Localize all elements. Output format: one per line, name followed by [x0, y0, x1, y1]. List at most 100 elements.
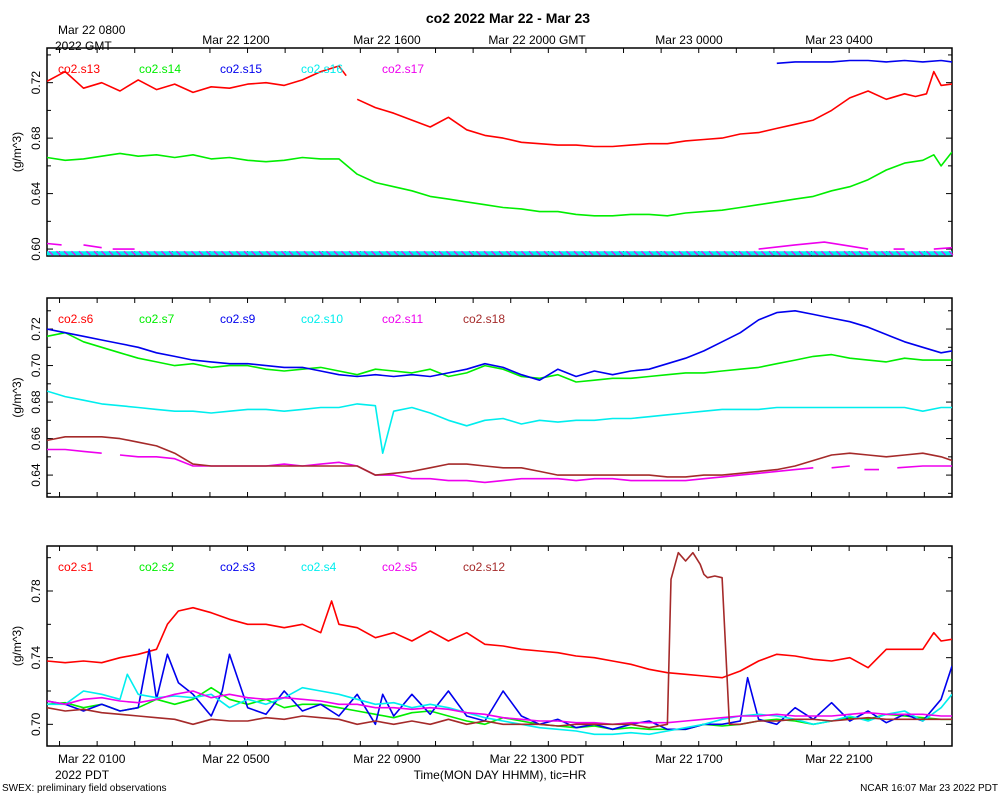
baseline-marker: [581, 250, 586, 256]
y-tick-label: 0.70: [29, 354, 43, 378]
baseline-marker: [423, 250, 429, 256]
baseline-marker: [333, 250, 339, 256]
series-line-co2-s7: [47, 331, 952, 383]
baseline-marker: [123, 250, 129, 256]
baseline-marker: [873, 250, 879, 256]
legend-entry-co2-s6: co2.s6: [58, 312, 94, 326]
series-line-co2-s3: [47, 648, 952, 731]
y-tick-label: 0.72: [29, 317, 43, 341]
y-tick-label: 0.78: [29, 579, 43, 603]
baseline-marker: [146, 250, 151, 256]
baseline-marker: [243, 250, 249, 256]
plot-frame: [46, 47, 953, 257]
series-line-co2-s17: [47, 241, 952, 250]
legend-entry-co2-s10: co2.s10: [301, 312, 343, 326]
baseline-marker: [903, 250, 909, 256]
legend-entry-co2-s18: co2.s18: [463, 312, 505, 326]
baseline-marker: [753, 250, 759, 256]
baseline-marker: [438, 250, 444, 256]
baseline-marker: [738, 250, 744, 256]
series-line-co2-s14: [47, 151, 952, 217]
series-line-co2-s18: [47, 436, 952, 478]
baseline-marker: [213, 250, 219, 256]
baseline-marker: [588, 250, 594, 256]
series-line-co2-s10: [47, 390, 952, 454]
footer-right-note: NCAR 16:07 Mar 23 2022 PDT: [860, 783, 998, 794]
baseline-marker: [476, 250, 481, 256]
baseline-marker: [71, 250, 76, 256]
baseline-marker: [948, 250, 954, 256]
baseline-marker: [326, 250, 331, 256]
baseline-marker: [528, 250, 534, 256]
baseline-marker: [671, 250, 676, 256]
panel-middle: 0.64 0.66 0.68 0.70 0.72 (g/m^3) co2.s6 co2.s7 c…: [10, 297, 953, 498]
top-axis-label: Mar 22 2000 GMT: [488, 33, 586, 47]
baseline-marker: [506, 250, 511, 256]
y-axis-title: (g/m^3): [10, 132, 24, 172]
baseline-marker: [341, 250, 346, 256]
baseline-marker: [498, 250, 504, 256]
baseline-marker: [401, 250, 406, 256]
baseline-marker: [93, 250, 99, 256]
baseline-marker: [731, 250, 736, 256]
legend-entry-co2-s4: co2.s4: [301, 560, 337, 574]
baseline-marker: [63, 250, 69, 256]
baseline-marker: [153, 250, 159, 256]
panel-bottom: 0.70 0.74 0.78 (g/m^3) co2.s1 co2.s2 co2.s3 co2…: [10, 545, 953, 747]
legend-entry-co2-s12: co2.s12: [463, 560, 505, 574]
baseline-marker: [603, 250, 609, 256]
baseline-marker: [686, 250, 691, 256]
plot-frame: [46, 297, 953, 498]
baseline-marker: [828, 250, 834, 256]
baseline-marker: [161, 250, 166, 256]
top-axis-label: Mar 22 1200: [202, 33, 270, 47]
baseline-marker: [656, 250, 661, 256]
bottom-axis-first-label-line2: 2022 PDT: [55, 768, 110, 782]
baseline-marker: [168, 250, 174, 256]
baseline-marker: [236, 250, 241, 256]
baseline-marker: [648, 250, 654, 256]
baseline-marker: [806, 250, 811, 256]
baseline-marker: [48, 250, 54, 256]
series-line-co2-s13: [47, 65, 952, 148]
top-axis-first-label-line2: 2022 GMT: [55, 39, 112, 53]
baseline-marker: [461, 250, 466, 256]
legend-entry-co2-s14: co2.s14: [139, 62, 181, 76]
baseline-marker: [716, 250, 721, 256]
baseline-marker: [56, 250, 61, 256]
series-line-co2-s1: [47, 600, 952, 679]
baseline-marker: [551, 250, 556, 256]
x-axis-title: Time(MON DAY HHMM), tic=HR: [414, 768, 587, 782]
baseline-marker: [258, 250, 264, 256]
baseline-marker: [356, 250, 361, 256]
baseline-marker: [116, 250, 121, 256]
baseline-marker: [701, 250, 706, 256]
baseline-marker: [618, 250, 624, 256]
y-tick-label: 0.64: [29, 182, 43, 206]
baseline-marker: [198, 250, 204, 256]
bottom-axis-label: Mar 22 1700: [655, 752, 723, 766]
baseline-marker: [633, 250, 639, 256]
footer-left-note: SWEX: preliminary field observations: [2, 783, 167, 794]
y-tick-label: 0.60: [29, 237, 43, 261]
legend-entry-co2-s17: co2.s17: [382, 62, 424, 76]
baseline-marker: [281, 250, 286, 256]
y-tick-label: 0.70: [29, 712, 43, 736]
legend-entry-co2-s3: co2.s3: [220, 560, 256, 574]
y-tick-label: 0.68: [29, 126, 43, 150]
bottom-axis-label: Mar 22 2100: [805, 752, 873, 766]
baseline-marker: [858, 250, 864, 256]
baseline-marker: [611, 250, 616, 256]
baseline-marker: [273, 250, 279, 256]
baseline-marker: [843, 250, 849, 256]
bottom-axis-label: Mar 22 0500: [202, 752, 270, 766]
baseline-marker: [393, 250, 399, 256]
baseline-marker: [836, 250, 841, 256]
baseline-marker: [138, 250, 144, 256]
y-axis-title: (g/m^3): [10, 626, 24, 666]
bottom-axis-first-label-line1: Mar 22 0100: [58, 752, 126, 766]
legend-entry-co2-s16: co2.s16: [301, 62, 343, 76]
series-line-co2-s11: [47, 448, 952, 484]
baseline-marker: [626, 250, 631, 256]
figure-title: co2 2022 Mar 22 - Mar 23: [426, 10, 590, 26]
